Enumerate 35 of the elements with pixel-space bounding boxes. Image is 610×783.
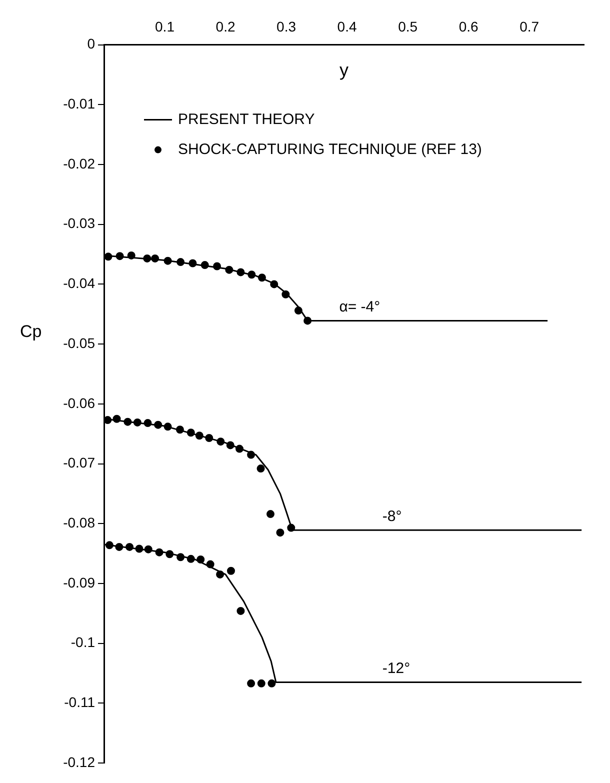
y-tick-label: 0: [87, 36, 96, 52]
annotation: -8°: [382, 508, 402, 525]
x-tick-label: 0.7: [520, 18, 540, 34]
y-tick-label: -0.08: [63, 514, 96, 530]
x-tick-label: 0.5: [398, 18, 418, 34]
y-tick-label: -0.09: [63, 574, 96, 590]
y-tick-label: -0.11: [64, 694, 96, 710]
y-tick-label: -0.04: [63, 275, 96, 292]
point: [226, 566, 235, 575]
point: [236, 606, 245, 615]
x-tick-label: 0.3: [276, 18, 296, 34]
y-tick-label: -0.07: [63, 454, 96, 471]
x-axis-title: y: [340, 60, 348, 80]
legend-label: PRESENT THEORY: [178, 110, 315, 128]
y-tick-label: -0.02: [63, 155, 96, 172]
x-tick-label: 0.1: [155, 18, 175, 34]
point: [257, 679, 266, 688]
y-tick-label: -0.1: [70, 634, 96, 650]
y-tick-label: -0.12: [63, 754, 96, 770]
point: [276, 528, 284, 537]
y-tick-label: -0.05: [63, 334, 96, 351]
annotation: α= -4°: [339, 298, 380, 316]
x-tick-label: 0.2: [216, 18, 236, 34]
x-tick-label: 0.6: [458, 18, 478, 34]
point: [256, 464, 265, 473]
point: [268, 679, 276, 688]
point: [247, 679, 256, 688]
y-tick-label: -0.01: [63, 96, 96, 112]
y-axis-title: Cp: [20, 322, 42, 341]
y-tick-label: -0.03: [63, 215, 96, 232]
x-tick-label: 0.4: [337, 18, 357, 34]
y-tick-label: -0.06: [63, 394, 96, 411]
annotation: -12°: [382, 660, 410, 677]
legend-label: SHOCK-CAPTURING TECHNIQUE (REF 13): [178, 140, 482, 158]
point: [266, 510, 274, 518]
